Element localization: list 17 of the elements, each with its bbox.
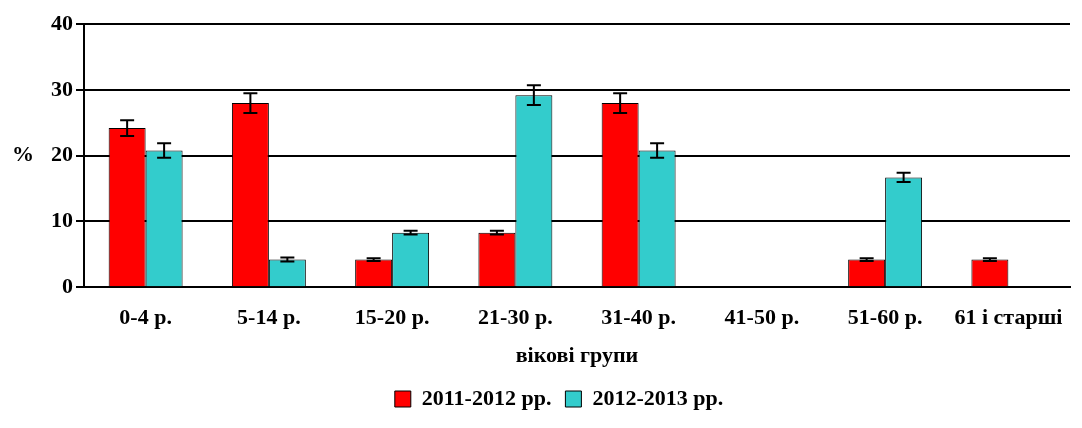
- x-axis-title: вікові групи: [515, 342, 639, 368]
- y-tick-label: 30: [51, 75, 73, 101]
- x-tick-label: 51-60 р.: [847, 304, 923, 330]
- x-tick-label: 0-4 р.: [119, 304, 172, 330]
- x-tick-label: 21-30 р.: [478, 304, 553, 330]
- y-tick-label: 20: [51, 141, 73, 167]
- y-tick-label: 0: [62, 272, 73, 298]
- x-tick-label: 15-20 р.: [354, 304, 430, 330]
- y-axis-title: %: [12, 141, 34, 167]
- legend-label: 2011-2012 рр.: [421, 384, 552, 410]
- x-tick-label: 41-50 р.: [724, 304, 800, 330]
- x-tick-label: 61 і старші: [954, 304, 1063, 330]
- y-tick-label: 40: [51, 9, 73, 35]
- y-tick-label: 10: [51, 207, 73, 233]
- legend-label: 2012-2013 рр.: [592, 384, 724, 410]
- x-tick-label: 31-40 р.: [601, 304, 676, 330]
- x-tick-label: 5-14 р.: [237, 304, 301, 330]
